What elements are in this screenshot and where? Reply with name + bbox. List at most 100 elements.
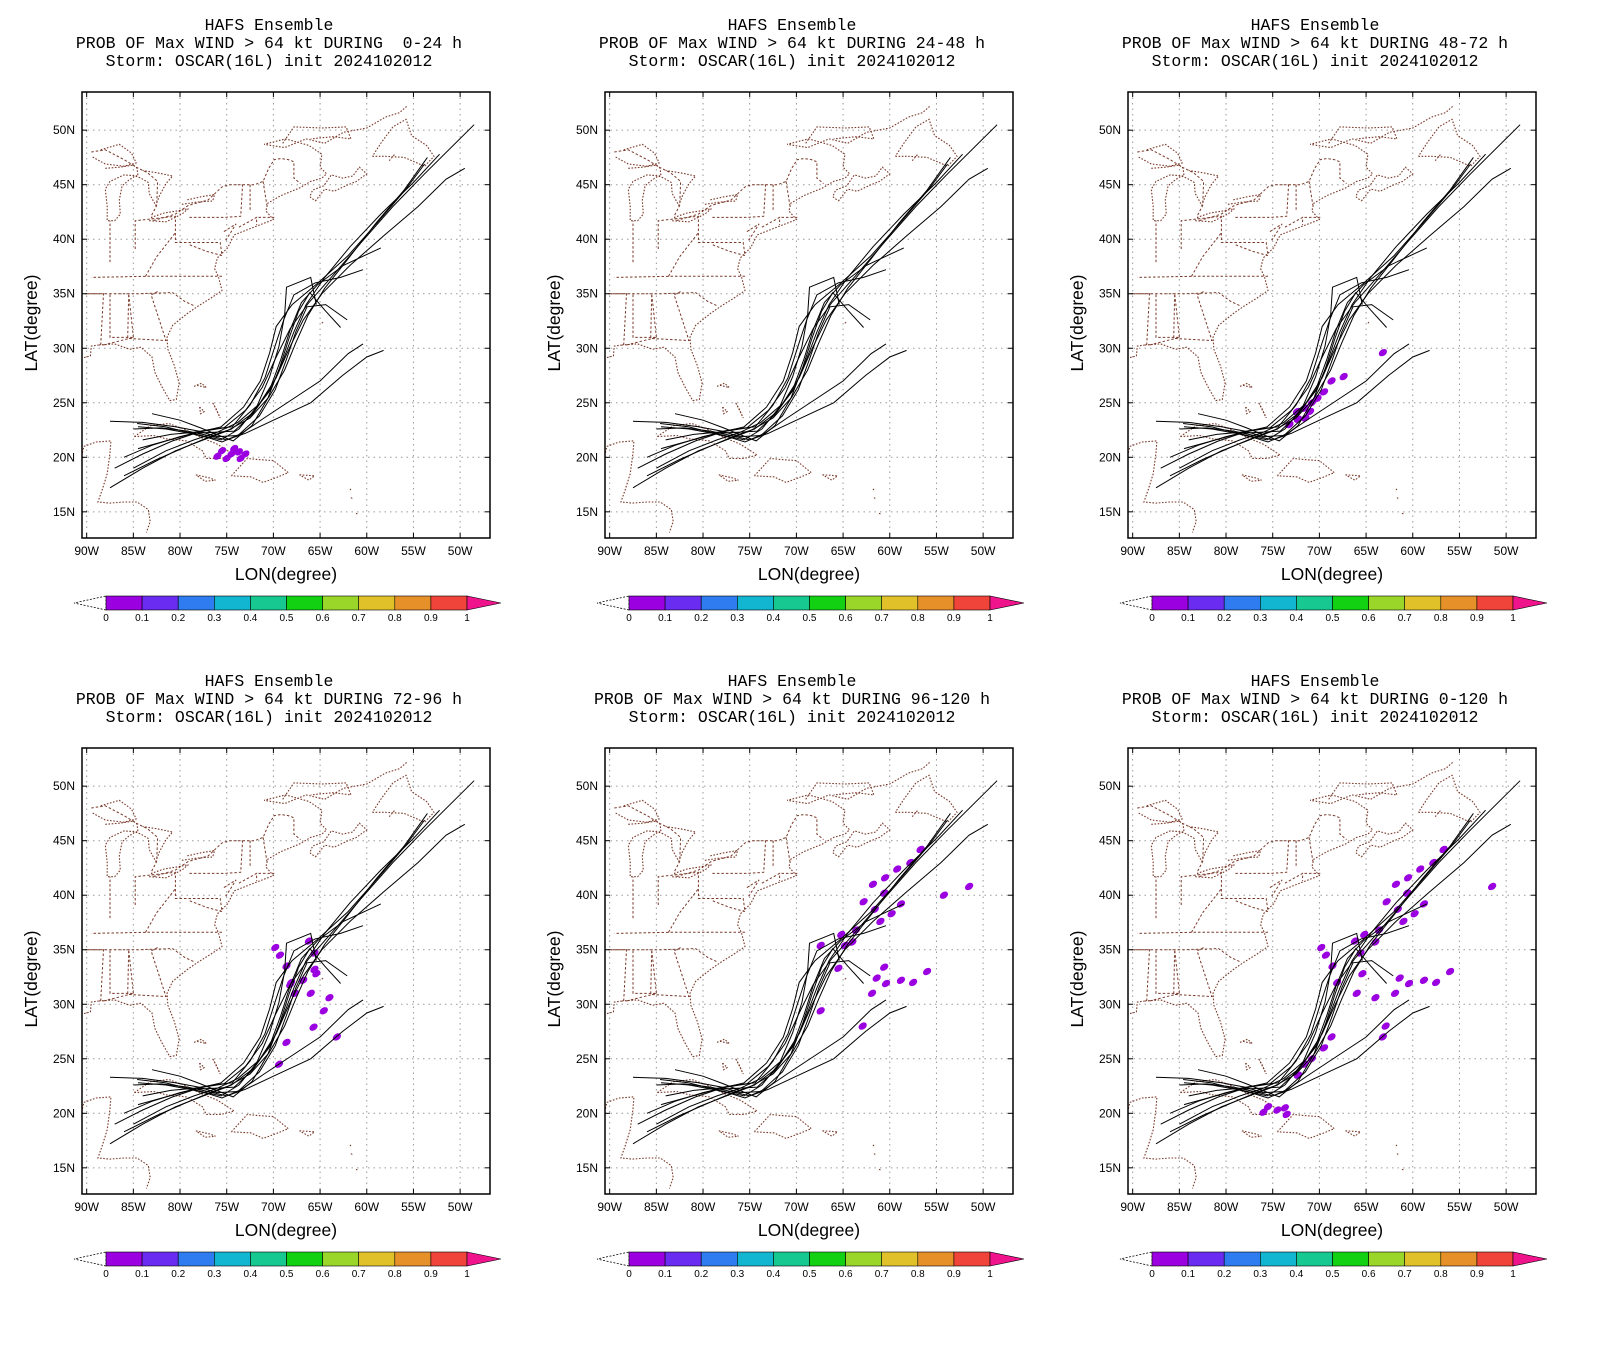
colorbar-label: 0	[1149, 613, 1155, 624]
x-axis-label: LON(degree)	[758, 1220, 860, 1240]
colorbar-label: 0.6	[1362, 1269, 1376, 1280]
state-border	[761, 872, 781, 884]
colorbar-segment	[1151, 1251, 1189, 1267]
probability-patch	[1378, 348, 1388, 357]
lon-tick-label: 90W	[1120, 1200, 1145, 1214]
colorbar-segment	[394, 595, 432, 611]
lat-tick-label: 20N	[1099, 1106, 1121, 1120]
lat-tick-label: 45N	[576, 178, 598, 192]
lat-tick-label: 15N	[576, 1161, 598, 1175]
coastline	[872, 488, 875, 491]
lat-tick-label: 25N	[53, 1052, 75, 1066]
lat-tick-label: 45N	[53, 178, 75, 192]
colorbar-label: 0.8	[911, 613, 925, 624]
state-border	[1284, 872, 1304, 884]
colorbar-label: 0.2	[171, 613, 185, 624]
probability-patch	[275, 951, 285, 959]
ensemble-track	[137, 276, 317, 441]
coastline	[1128, 440, 1197, 533]
probability-patch	[939, 891, 949, 899]
coastline	[349, 488, 352, 491]
probability-patch	[1280, 1104, 1289, 1112]
colorbar-segment	[430, 595, 468, 611]
coastline	[621, 105, 931, 402]
colorbar-label: 0.8	[388, 1269, 402, 1280]
ensemble-track	[660, 999, 887, 1099]
coastline	[1417, 774, 1481, 823]
colorbar: 0 0.1 0.2 0.3 0.4 0.5 0.6 0.7 0.8 0.9 1	[73, 1251, 502, 1280]
panel-storm-line: Storm: OSCAR(16L) init 2024102012	[105, 708, 433, 727]
lon-tick-label: 65W	[308, 544, 333, 558]
ensemble-track	[1179, 823, 1512, 1125]
colorbar-segment	[664, 595, 702, 611]
coastline	[627, 820, 697, 878]
state-border	[614, 931, 745, 934]
ensemble-track	[123, 780, 475, 1114]
coastline	[722, 1062, 729, 1071]
x-axis-label: LON(degree)	[1281, 564, 1383, 584]
colorbar-segment	[1223, 1251, 1261, 1267]
lat-tick-label: 25N	[1099, 1052, 1121, 1066]
state-border	[84, 948, 195, 1002]
state-border	[1173, 947, 1213, 998]
map-canvas: 90W 85W 80W 75W 70W 65W 60W 55W 50W 15N 20N 25N 30N 3…	[1067, 91, 1548, 624]
lon-tick-label: 50W	[971, 544, 996, 558]
panel-title: HAFS Ensemble	[1250, 16, 1380, 35]
coastline	[1239, 1038, 1255, 1045]
coastline	[309, 166, 368, 202]
lat-tick-label: 45N	[576, 834, 598, 848]
coastline	[1401, 512, 1404, 515]
probability-patch	[1319, 1044, 1329, 1052]
state-border	[1308, 837, 1314, 862]
colorbar-label: 0.3	[207, 1269, 221, 1280]
coastline	[1245, 1062, 1252, 1071]
coastline	[133, 422, 236, 459]
coastline	[1195, 208, 1235, 223]
coastline	[230, 457, 290, 483]
coastline	[1144, 105, 1454, 402]
coastline	[1367, 977, 1370, 980]
colorbar-label: 0.3	[1253, 1269, 1267, 1280]
coastline	[1355, 166, 1414, 202]
ensemble-track	[674, 291, 864, 442]
probability-patch	[1317, 943, 1326, 952]
colorbar-segment	[358, 1251, 396, 1267]
colorbar-label: 0.4	[1289, 613, 1303, 624]
colorbar-label: 0.4	[243, 613, 257, 624]
lat-tick-label: 25N	[53, 396, 75, 410]
map-panel-p6: HAFS Ensemble PROB OF Max WIND > 64 kt DU…	[1046, 656, 1584, 1332]
ensemble-track	[1155, 157, 1474, 489]
colorbar-segment	[105, 1251, 143, 1267]
lon-tick-label: 70W	[784, 1200, 809, 1214]
colorbar-label: 0.9	[947, 613, 961, 624]
coastline	[82, 1096, 151, 1189]
coastline	[193, 1038, 209, 1045]
coastline	[1276, 1113, 1336, 1139]
probability-patch	[222, 454, 231, 463]
lon-tick-label: 80W	[691, 544, 716, 558]
ensemble-track	[632, 304, 871, 438]
state-border	[1284, 216, 1304, 228]
state-border	[238, 216, 258, 228]
coastline	[753, 1113, 813, 1139]
lon-tick-label: 75W	[214, 1200, 239, 1214]
lon-tick-label: 85W	[644, 544, 669, 558]
ensemble-track	[1179, 167, 1512, 469]
colorbar-label: 0.8	[1434, 1269, 1448, 1280]
colorbar-label: 0.5	[280, 1269, 294, 1280]
lat-tick-label: 30N	[53, 997, 75, 1011]
lat-tick-label: 25N	[576, 1052, 598, 1066]
coastline	[355, 512, 358, 515]
colorbar-segment	[1476, 1251, 1514, 1267]
map-plot-area	[605, 92, 1013, 538]
colorbar-label: 0.6	[839, 613, 853, 624]
panel-storm-line: Storm: OSCAR(16L) init 2024102012	[105, 52, 433, 71]
colorbar-segment	[1260, 1251, 1297, 1267]
lon-tick-label: 75W	[1260, 1200, 1285, 1214]
lon-tick-label: 65W	[308, 1200, 333, 1214]
probability-patch	[858, 1022, 867, 1030]
state-border	[761, 216, 781, 228]
lat-tick-label: 40N	[1099, 232, 1121, 246]
panel-prob-line: PROB OF Max WIND > 64 kt DURING 0-24 h	[75, 34, 463, 53]
colorbar-segment	[773, 595, 810, 611]
